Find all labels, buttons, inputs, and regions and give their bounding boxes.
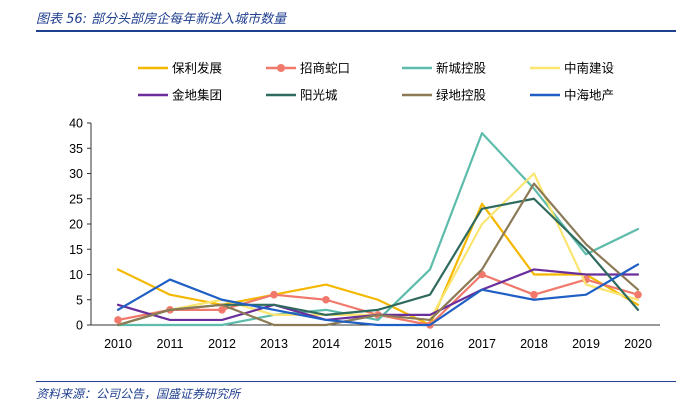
series-line-7: [116, 263, 640, 327]
x-tick-label: 2019: [572, 337, 600, 351]
y-tick-label: 5: [76, 293, 83, 307]
series-point: [114, 316, 122, 324]
x-tick-label: 2015: [364, 337, 392, 351]
y-tick-label: 30: [69, 167, 83, 181]
source-note: 资料来源：公司公告，国盛证券研究所: [36, 387, 241, 401]
legend-marker: [277, 64, 285, 72]
series-point: [218, 306, 226, 314]
y-tick-label: 20: [69, 218, 83, 232]
x-tick-label: 2011: [157, 337, 184, 351]
legend-label: 绿地控股: [436, 88, 487, 103]
y-tick-label: 25: [69, 192, 83, 206]
legend-label: 中海地产: [564, 88, 614, 103]
series-line-5: [116, 197, 640, 327]
y-tick-label: 35: [69, 142, 83, 156]
y-tick-label: 15: [69, 243, 83, 257]
legend-label: 新城控股: [436, 61, 487, 76]
y-tick-label: 0: [76, 319, 83, 333]
x-tick-label: 2013: [260, 337, 288, 351]
legend-label: 阳光城: [300, 88, 338, 103]
chart-title: 图表 56: 部分头部房企每年新进入城市数量: [36, 12, 287, 27]
axes: 0 5 10 15 20 25 30 35 40 2010 2011 2012 2013 2014 2015…: [69, 117, 660, 351]
series-line-0: [116, 202, 640, 327]
legend-label: 保利发展: [172, 61, 222, 76]
x-tick-label: 2020: [624, 337, 652, 351]
legend-label: 招商蛇口: [300, 61, 350, 76]
series-line-3: [116, 172, 640, 327]
series-point: [530, 290, 538, 299]
y-tick-label: 10: [69, 268, 83, 282]
title-divider: [36, 30, 676, 32]
x-tick-label: 2016: [416, 337, 444, 351]
plot-area: [114, 132, 642, 329]
legend-label: 金地集团: [172, 88, 222, 103]
x-tick-label: 2014: [312, 337, 340, 351]
series-point: [322, 295, 330, 304]
series-line-6: [116, 182, 640, 327]
footer-divider: [36, 381, 676, 382]
x-tick-label: 2010: [104, 337, 132, 351]
series-point: [270, 290, 278, 299]
x-tick-label: 2017: [468, 337, 496, 351]
legend-label: 中南建设: [564, 61, 615, 76]
x-tick-label: 2018: [520, 337, 548, 351]
y-tick-label: 40: [69, 117, 83, 131]
x-tick-label: 2012: [208, 337, 236, 351]
series-point: [634, 290, 642, 299]
